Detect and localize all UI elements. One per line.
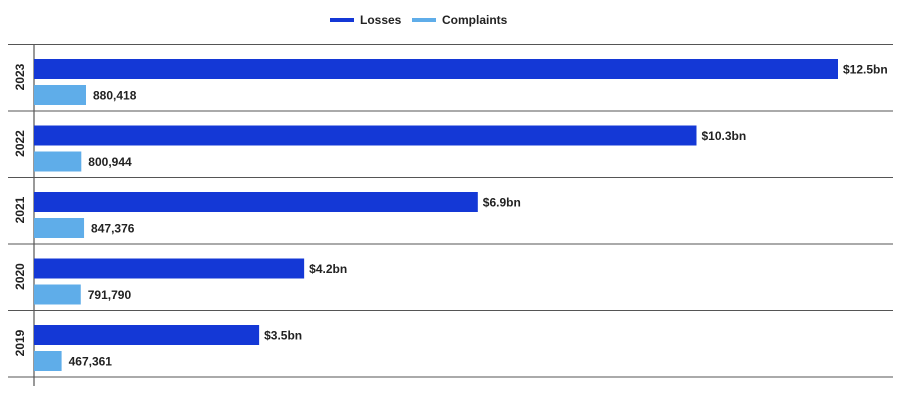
losses-bar-2023	[34, 59, 838, 79]
complaints-bar-2019	[34, 351, 62, 371]
losses-value-label-2019: $3.5bn	[264, 329, 302, 343]
losses-bar-2022	[34, 125, 697, 146]
losses-value-label-2021: $6.9bn	[483, 196, 521, 210]
legend-label-losses: Losses	[360, 13, 402, 27]
category-label-2022: 2022	[13, 130, 27, 157]
category-label-2021: 2021	[13, 196, 27, 223]
losses-value-label-2022: $10.3bn	[701, 129, 746, 143]
losses-bar-2020	[34, 258, 305, 279]
complaints-bar-2023	[34, 85, 86, 105]
losses-bar-2019	[34, 325, 260, 345]
losses-value-label-2023: $12.5bn	[843, 63, 888, 77]
category-label-2019: 2019	[13, 329, 27, 356]
complaints-bar-2022	[34, 151, 82, 172]
legend: Losses Complaints	[330, 13, 508, 27]
complaints-value-label-2023: 880,418	[93, 89, 137, 103]
complaints-bar-2020	[34, 284, 81, 305]
complaints-bar-2021	[34, 218, 85, 238]
complaints-value-label-2020: 791,790	[88, 288, 132, 302]
legend-label-complaints: Complaints	[442, 13, 508, 27]
losses-bar-2021	[34, 192, 478, 212]
losses-value-label-2020: $4.2bn	[309, 262, 347, 276]
complaints-value-label-2022: 800,944	[88, 155, 132, 169]
category-label-2023: 2023	[13, 63, 27, 90]
complaints-value-label-2019: 467,361	[69, 355, 113, 369]
category-label-2020: 2020	[13, 263, 27, 290]
complaints-value-label-2021: 847,376	[91, 222, 135, 236]
